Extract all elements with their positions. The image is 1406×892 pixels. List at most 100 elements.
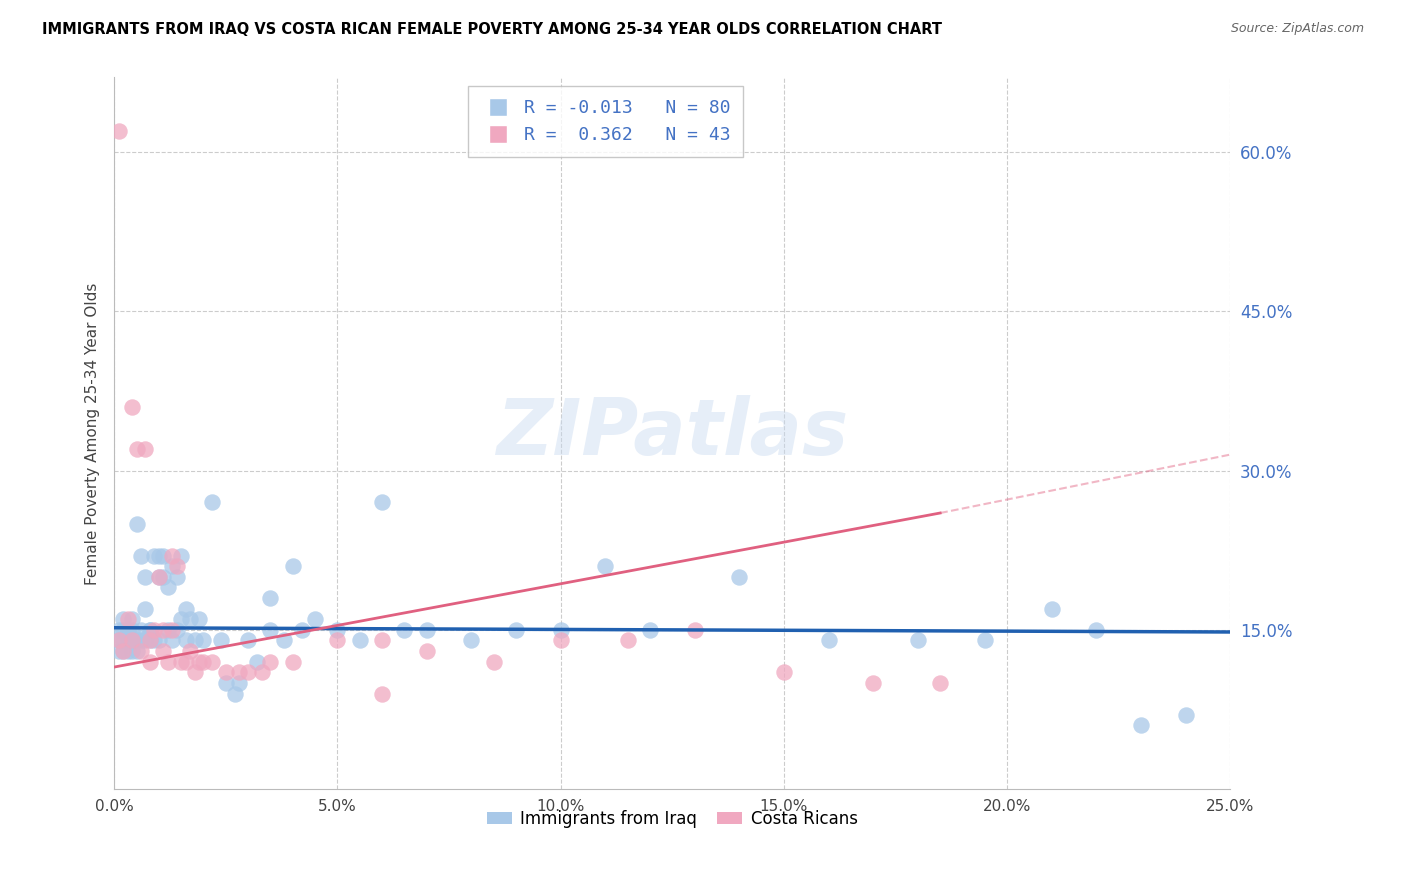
Text: ZIPatlas: ZIPatlas (496, 395, 848, 471)
Legend: Immigrants from Iraq, Costa Ricans: Immigrants from Iraq, Costa Ricans (481, 803, 865, 834)
Point (107, 644, 129, 658)
Point (201, 655, 224, 669)
Point (215, 676, 238, 690)
Point (273, 633, 295, 648)
Point (117, 623, 139, 637)
Point (117, 633, 139, 648)
Point (166, 570, 188, 584)
Point (125, 442, 148, 457)
Point (107, 633, 129, 648)
Point (148, 549, 170, 563)
Point (174, 633, 197, 648)
Point (326, 633, 349, 648)
Point (773, 665, 796, 680)
Point (228, 665, 250, 680)
Point (129, 644, 152, 658)
Point (174, 655, 197, 669)
Point (134, 633, 156, 648)
Point (156, 580, 179, 594)
Point (371, 687, 394, 701)
Point (259, 591, 281, 605)
Point (112, 623, 135, 637)
Point (371, 495, 394, 509)
Point (129, 633, 152, 648)
Point (638, 623, 661, 637)
Point (170, 655, 193, 669)
Point (121, 633, 143, 648)
Point (117, 633, 139, 648)
Point (107, 633, 129, 648)
Point (156, 655, 179, 669)
Point (134, 570, 156, 584)
Point (188, 612, 211, 626)
Point (1040, 601, 1063, 615)
Point (129, 623, 152, 637)
Point (139, 655, 162, 669)
Point (125, 633, 148, 648)
Point (862, 676, 884, 690)
Point (174, 601, 197, 615)
Point (117, 623, 139, 637)
Point (394, 623, 416, 637)
Point (281, 655, 304, 669)
Point (107, 123, 129, 137)
Point (139, 633, 162, 648)
Point (134, 601, 156, 615)
Point (160, 559, 183, 574)
Point (179, 612, 201, 626)
Point (246, 655, 269, 669)
Point (929, 676, 952, 690)
Point (183, 633, 205, 648)
Point (129, 549, 152, 563)
Point (228, 676, 250, 690)
Point (304, 612, 326, 626)
Point (215, 665, 238, 680)
Point (152, 623, 174, 637)
Point (166, 559, 188, 574)
Point (170, 612, 193, 626)
Point (112, 644, 135, 658)
Point (683, 623, 706, 637)
Point (121, 644, 143, 658)
Point (326, 623, 349, 637)
Point (550, 623, 572, 637)
Point (152, 570, 174, 584)
Point (134, 442, 156, 457)
Point (117, 644, 139, 658)
Point (550, 633, 572, 648)
Point (193, 633, 215, 648)
Point (160, 623, 183, 637)
Point (148, 570, 170, 584)
Point (143, 623, 166, 637)
Point (125, 516, 148, 531)
Point (160, 633, 183, 648)
Point (907, 633, 929, 648)
Point (112, 612, 135, 626)
Point (170, 549, 193, 563)
Point (121, 633, 143, 648)
Point (817, 633, 839, 648)
Point (349, 633, 371, 648)
Point (139, 633, 162, 648)
Point (1130, 718, 1153, 732)
Point (166, 623, 188, 637)
Point (250, 665, 273, 680)
Y-axis label: Female Poverty Among 25-34 Year Olds: Female Poverty Among 25-34 Year Olds (86, 282, 100, 584)
Point (160, 549, 183, 563)
Point (281, 559, 304, 574)
Point (291, 623, 314, 637)
Point (505, 623, 527, 637)
Point (148, 633, 170, 648)
Point (259, 655, 281, 669)
Point (139, 623, 162, 637)
Point (415, 623, 437, 637)
Point (125, 644, 148, 658)
Point (201, 495, 224, 509)
Text: Source: ZipAtlas.com: Source: ZipAtlas.com (1230, 22, 1364, 36)
Point (595, 559, 617, 574)
Point (152, 644, 174, 658)
Text: IMMIGRANTS FROM IRAQ VS COSTA RICAN FEMALE POVERTY AMONG 25-34 YEAR OLDS CORRELA: IMMIGRANTS FROM IRAQ VS COSTA RICAN FEMA… (42, 22, 942, 37)
Point (156, 623, 179, 637)
Point (236, 665, 259, 680)
Point (179, 644, 201, 658)
